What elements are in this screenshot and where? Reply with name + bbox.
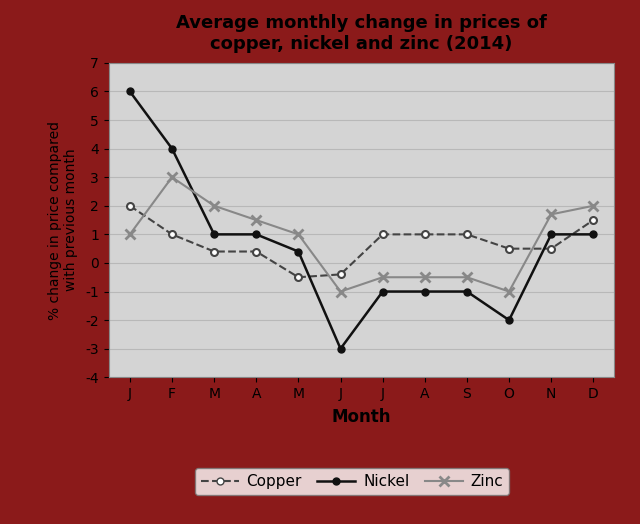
- Zinc: [168, 174, 176, 180]
- Copper: [421, 231, 429, 237]
- Nickel: [421, 288, 429, 294]
- Line: Zinc: Zinc: [125, 172, 598, 297]
- Zinc: [294, 231, 302, 237]
- Zinc: [211, 203, 218, 209]
- Nickel: [463, 288, 471, 294]
- Zinc: [126, 231, 134, 237]
- Zinc: [547, 211, 555, 217]
- Copper: [211, 248, 218, 255]
- Line: Nickel: Nickel: [126, 88, 597, 352]
- Nickel: [168, 146, 176, 152]
- Copper: [379, 231, 387, 237]
- Y-axis label: % change in price compared
with previous month: % change in price compared with previous…: [48, 121, 78, 320]
- Zinc: [463, 274, 471, 280]
- Nickel: [505, 317, 513, 323]
- Nickel: [294, 248, 302, 255]
- Copper: [126, 203, 134, 209]
- X-axis label: Month: Month: [332, 408, 391, 426]
- Copper: [589, 217, 597, 223]
- Nickel: [126, 89, 134, 95]
- Zinc: [505, 288, 513, 294]
- Zinc: [337, 288, 344, 294]
- Nickel: [589, 231, 597, 237]
- Line: Copper: Copper: [126, 202, 597, 281]
- Copper: [337, 271, 344, 278]
- Nickel: [252, 231, 260, 237]
- Nickel: [547, 231, 555, 237]
- Copper: [252, 248, 260, 255]
- Title: Average monthly change in prices of
copper, nickel and zinc (2014): Average monthly change in prices of copp…: [176, 14, 547, 53]
- Legend: Copper, Nickel, Zinc: Copper, Nickel, Zinc: [195, 468, 509, 495]
- Zinc: [421, 274, 429, 280]
- Copper: [547, 246, 555, 252]
- Zinc: [379, 274, 387, 280]
- Copper: [168, 231, 176, 237]
- Zinc: [252, 217, 260, 223]
- Zinc: [589, 203, 597, 209]
- Nickel: [337, 345, 344, 352]
- Nickel: [379, 288, 387, 294]
- Nickel: [211, 231, 218, 237]
- Copper: [463, 231, 471, 237]
- Copper: [294, 274, 302, 280]
- Copper: [505, 246, 513, 252]
